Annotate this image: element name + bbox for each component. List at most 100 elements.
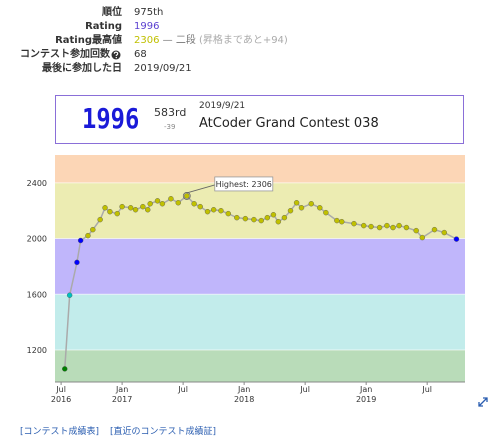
rating-point	[140, 203, 146, 210]
card-change: -39	[164, 123, 176, 131]
x-tick-label: Jul 2016	[50, 385, 72, 404]
rating-point	[191, 201, 197, 207]
dan-rank: — 二段	[162, 35, 196, 46]
profile-row: 順位 975th	[0, 6, 500, 20]
rating-point	[413, 227, 419, 234]
rating-point	[293, 200, 300, 206]
rating-point	[317, 205, 323, 211]
profile-row: 最後に参加した日 2019/09/21	[0, 62, 500, 76]
rating-point	[204, 208, 211, 215]
annotation-text: Highest: 2306	[216, 180, 272, 189]
card-date: 2019/9/21	[199, 101, 246, 111]
row-value-group: 2306 — 二段 (昇格まであと+94)	[134, 34, 288, 48]
rating-point	[184, 193, 190, 199]
row-label: Rating最高値	[55, 35, 122, 46]
rating-point	[114, 210, 120, 217]
rating-point	[154, 198, 161, 204]
rating-point	[431, 226, 438, 233]
rating-point	[145, 207, 151, 213]
x-tick-label: Jan 2019	[355, 385, 377, 404]
x-tick-label: Jul	[178, 385, 188, 394]
rating-point	[74, 259, 80, 266]
row-value: 2019/09/21	[134, 63, 192, 74]
help-icon[interactable]	[111, 50, 121, 60]
row-label: コンテスト参加回数	[20, 49, 110, 60]
rating-point	[308, 201, 314, 207]
rating-point	[132, 207, 139, 213]
rating-point	[77, 237, 84, 244]
max-rating: 2306	[134, 35, 160, 46]
rating-point	[210, 207, 217, 213]
y-tick-label: 2000	[27, 235, 47, 244]
y-tick-label: 1600	[27, 290, 47, 299]
rating-point	[234, 214, 240, 221]
row-value: 975th	[134, 7, 164, 18]
rating-point	[298, 205, 305, 211]
rating-point	[62, 366, 68, 372]
rating-point	[275, 219, 282, 225]
rating-point	[334, 217, 340, 224]
rating-point	[218, 208, 224, 214]
y-tick-label: 1200	[27, 346, 47, 355]
rating-point	[147, 201, 153, 207]
rating-point	[127, 205, 134, 211]
promotion-note: (昇格まであと+94)	[199, 35, 288, 46]
rating-point	[258, 217, 264, 224]
rating-point	[159, 201, 166, 207]
rating-point	[419, 234, 425, 241]
x-tick-label: Jan 2018	[233, 385, 255, 404]
rating-point	[376, 224, 383, 231]
annotation-box	[214, 176, 274, 192]
rating-point	[390, 224, 396, 231]
rating-point	[90, 226, 96, 233]
row-value: 1996	[134, 21, 160, 32]
rating-point	[264, 214, 271, 221]
x-tick-label: Jul	[422, 385, 432, 394]
highest-ring	[182, 192, 191, 200]
rating-point	[287, 208, 294, 214]
x-tick-label: Jul	[300, 385, 310, 394]
rating-point	[453, 236, 460, 242]
y-tick-label: 2400	[27, 179, 47, 188]
card-place: 583rd	[154, 106, 187, 119]
rating-point	[361, 222, 367, 229]
row-label: 順位	[102, 7, 122, 18]
link[interactable]: [コンテスト成績表]	[20, 427, 100, 437]
profile-row: Rating最高値 2306 — 二段 (昇格まであと+94)	[0, 34, 500, 48]
card-rating: 1996	[82, 102, 140, 135]
rating-point	[97, 216, 103, 223]
rating-point	[168, 196, 174, 202]
rating-point	[225, 210, 231, 217]
rating-point	[339, 219, 345, 225]
rating-point	[270, 212, 277, 218]
x-tick-label: Jan 2017	[111, 385, 133, 404]
rating-point	[351, 220, 357, 227]
rating-point	[242, 215, 249, 222]
rating-point	[251, 216, 257, 223]
rating-point	[197, 203, 203, 210]
contest-card: 1996 583rd -39 2019/9/21 AtCoder Grand C…	[55, 95, 464, 144]
rating-band	[55, 182, 465, 239]
row-label: Rating	[85, 21, 122, 32]
rating-point	[66, 292, 73, 298]
rating-band	[55, 294, 465, 350]
rating-point	[368, 223, 374, 230]
expand-icon[interactable]	[477, 396, 489, 408]
link[interactable]: [直近のコンテスト成績証]	[110, 427, 217, 437]
profile-row: コンテスト参加回数 68	[0, 48, 500, 62]
row-label: 最後に参加した日	[42, 63, 122, 74]
row-value: 68	[134, 49, 147, 60]
rating-point	[175, 200, 181, 206]
rating-point	[107, 208, 113, 215]
rating-point	[281, 214, 288, 221]
rating-point	[85, 232, 91, 239]
rating-point	[384, 222, 390, 229]
rating-point	[396, 222, 402, 229]
rating-band	[55, 349, 465, 382]
rating-point	[119, 203, 125, 210]
annotation-leader	[186, 184, 215, 194]
rating-point	[403, 224, 410, 231]
card-contest: AtCoder Grand Contest 038	[199, 116, 379, 131]
